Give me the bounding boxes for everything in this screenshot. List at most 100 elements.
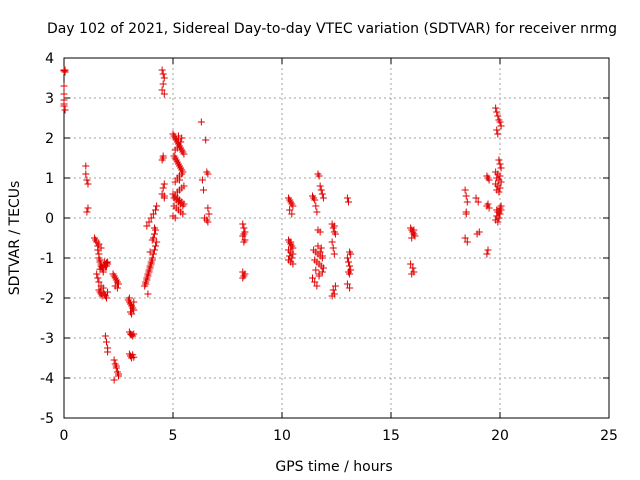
data-point: [99, 284, 107, 292]
data-point: [313, 208, 321, 216]
data-point: [346, 284, 354, 292]
data-point: [494, 130, 502, 138]
data-point: [158, 156, 166, 164]
data-point: [311, 196, 319, 204]
data-point: [144, 290, 152, 298]
data-point: [407, 260, 415, 268]
y-tick-label: -2: [40, 291, 54, 307]
data-point: [315, 172, 323, 180]
chart-title: Day 102 of 2021, Sidereal Day-to-day VTE…: [47, 21, 617, 37]
data-point: [312, 266, 320, 274]
data-point: [142, 280, 150, 288]
data-point: [329, 286, 337, 294]
data-point: [84, 204, 92, 212]
data-point: [83, 208, 91, 216]
data-point: [104, 288, 112, 296]
data-point: [316, 228, 324, 236]
data-point: [205, 210, 213, 218]
data-point: [309, 274, 317, 282]
data-point: [110, 356, 118, 364]
data-point: [152, 206, 160, 214]
data-point: [145, 268, 153, 276]
y-tick-label: 0: [45, 211, 54, 227]
data-point: [343, 280, 351, 288]
data-point: [316, 182, 324, 190]
data-point: [328, 238, 336, 246]
data-point: [149, 210, 157, 218]
y-tick-label: -4: [40, 371, 54, 387]
data-point: [347, 250, 355, 258]
data-point: [346, 270, 354, 278]
data-point: [496, 160, 504, 168]
data-point: [103, 338, 111, 346]
data-point: [160, 192, 168, 200]
data-point: [97, 244, 105, 252]
data-point: [176, 176, 184, 184]
data-point: [129, 304, 137, 312]
data-point: [319, 264, 327, 272]
x-tick-label: 25: [600, 428, 618, 444]
data-point: [150, 246, 158, 254]
data-point: [93, 270, 101, 278]
data-point: [159, 184, 167, 192]
data-point: [82, 170, 90, 178]
data-point: [495, 188, 503, 196]
data-point: [344, 258, 352, 266]
data-point: [159, 70, 167, 78]
data-point: [311, 278, 319, 286]
data-point: [408, 270, 416, 278]
data-point: [148, 236, 156, 244]
data-point: [318, 252, 326, 260]
data-point: [153, 202, 161, 210]
data-point: [60, 90, 68, 98]
data-point: [483, 250, 491, 258]
data-point: [110, 376, 118, 384]
data-point: [176, 142, 184, 150]
data-point: [493, 126, 501, 134]
data-point: [328, 292, 336, 300]
data-point: [484, 246, 492, 254]
data-point: [485, 176, 493, 184]
x-tick-label: 10: [273, 428, 291, 444]
data-point: [147, 214, 155, 222]
data-point: [497, 202, 505, 210]
data-point: [101, 262, 109, 270]
data-point: [146, 264, 154, 272]
data-point: [497, 122, 505, 130]
data-point: [344, 198, 352, 206]
data-point: [289, 244, 297, 252]
data-point: [318, 268, 326, 276]
data-point: [147, 260, 155, 268]
data-point: [239, 220, 247, 228]
data-point: [494, 112, 502, 120]
data-point: [158, 86, 166, 94]
data-point: [204, 170, 212, 178]
data-point: [152, 242, 160, 250]
data-point: [101, 332, 109, 340]
data-point: [60, 82, 68, 90]
data-point: [492, 104, 500, 112]
data-point: [126, 308, 134, 316]
data-point: [143, 222, 151, 230]
x-tick-label: 20: [491, 428, 509, 444]
data-point: [171, 178, 179, 186]
data-point: [496, 118, 504, 126]
data-point: [61, 68, 69, 76]
data-point: [171, 214, 179, 222]
data-point: [473, 230, 481, 238]
data-point: [329, 244, 337, 252]
data-point: [179, 202, 187, 210]
data-point: [130, 353, 138, 361]
data-point: [330, 222, 338, 230]
axis-ticks: [63, 57, 610, 419]
data-point: [158, 66, 166, 74]
data-point: [463, 198, 471, 206]
data-point: [346, 262, 354, 270]
data-point: [474, 198, 482, 206]
data-point: [172, 136, 180, 144]
data-point: [286, 206, 294, 214]
data-point: [312, 202, 320, 210]
y-tick-label: 2: [45, 131, 54, 147]
data-point: [180, 150, 188, 158]
